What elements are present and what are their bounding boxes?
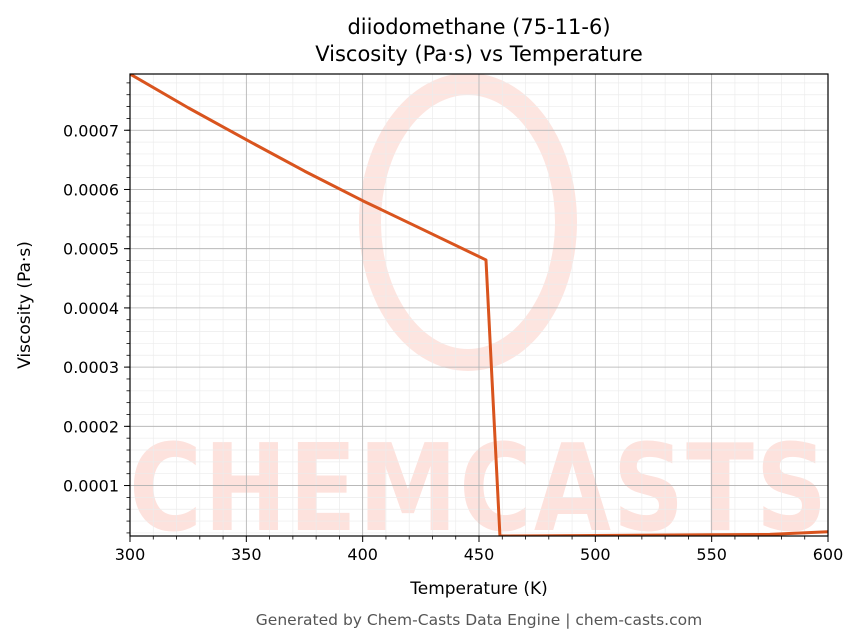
x-tick-label: 600 [813, 545, 844, 564]
x-tick-label: 550 [696, 545, 727, 564]
chart-title: diiodomethane (75-11-6) [347, 15, 610, 39]
y-tick-label: 0.0006 [63, 180, 119, 199]
x-tick-label: 350 [231, 545, 262, 564]
y-tick-label: 0.0007 [63, 121, 119, 140]
y-tick-label: 0.0004 [63, 299, 119, 318]
x-tick-label: 500 [580, 545, 611, 564]
y-tick-label: 0.0005 [63, 240, 119, 259]
y-axis-label: Viscosity (Pa·s) [15, 241, 35, 369]
footer-credit: Generated by Chem-Casts Data Engine | ch… [256, 611, 702, 629]
x-axis-label: Temperature (K) [409, 579, 548, 599]
x-tick-label: 300 [115, 545, 146, 564]
y-axis: 0.0001 0.0002 0.0003 0.0004 0.0005 0.0006 0.00… [63, 82, 130, 534]
y-tick-label: 0.0001 [63, 477, 119, 496]
watermark-ring [359, 74, 577, 371]
y-tick-label: 0.0002 [63, 417, 119, 436]
series-line [130, 74, 828, 536]
series-group [130, 74, 828, 536]
x-axis: 300 350 400 450 500 550 600 [115, 536, 844, 564]
x-tick-label: 450 [464, 545, 495, 564]
x-tick-label: 400 [347, 545, 378, 564]
chart-subtitle: Viscosity (Pa·s) vs Temperature [315, 42, 643, 66]
y-tick-label: 0.0003 [63, 358, 119, 377]
